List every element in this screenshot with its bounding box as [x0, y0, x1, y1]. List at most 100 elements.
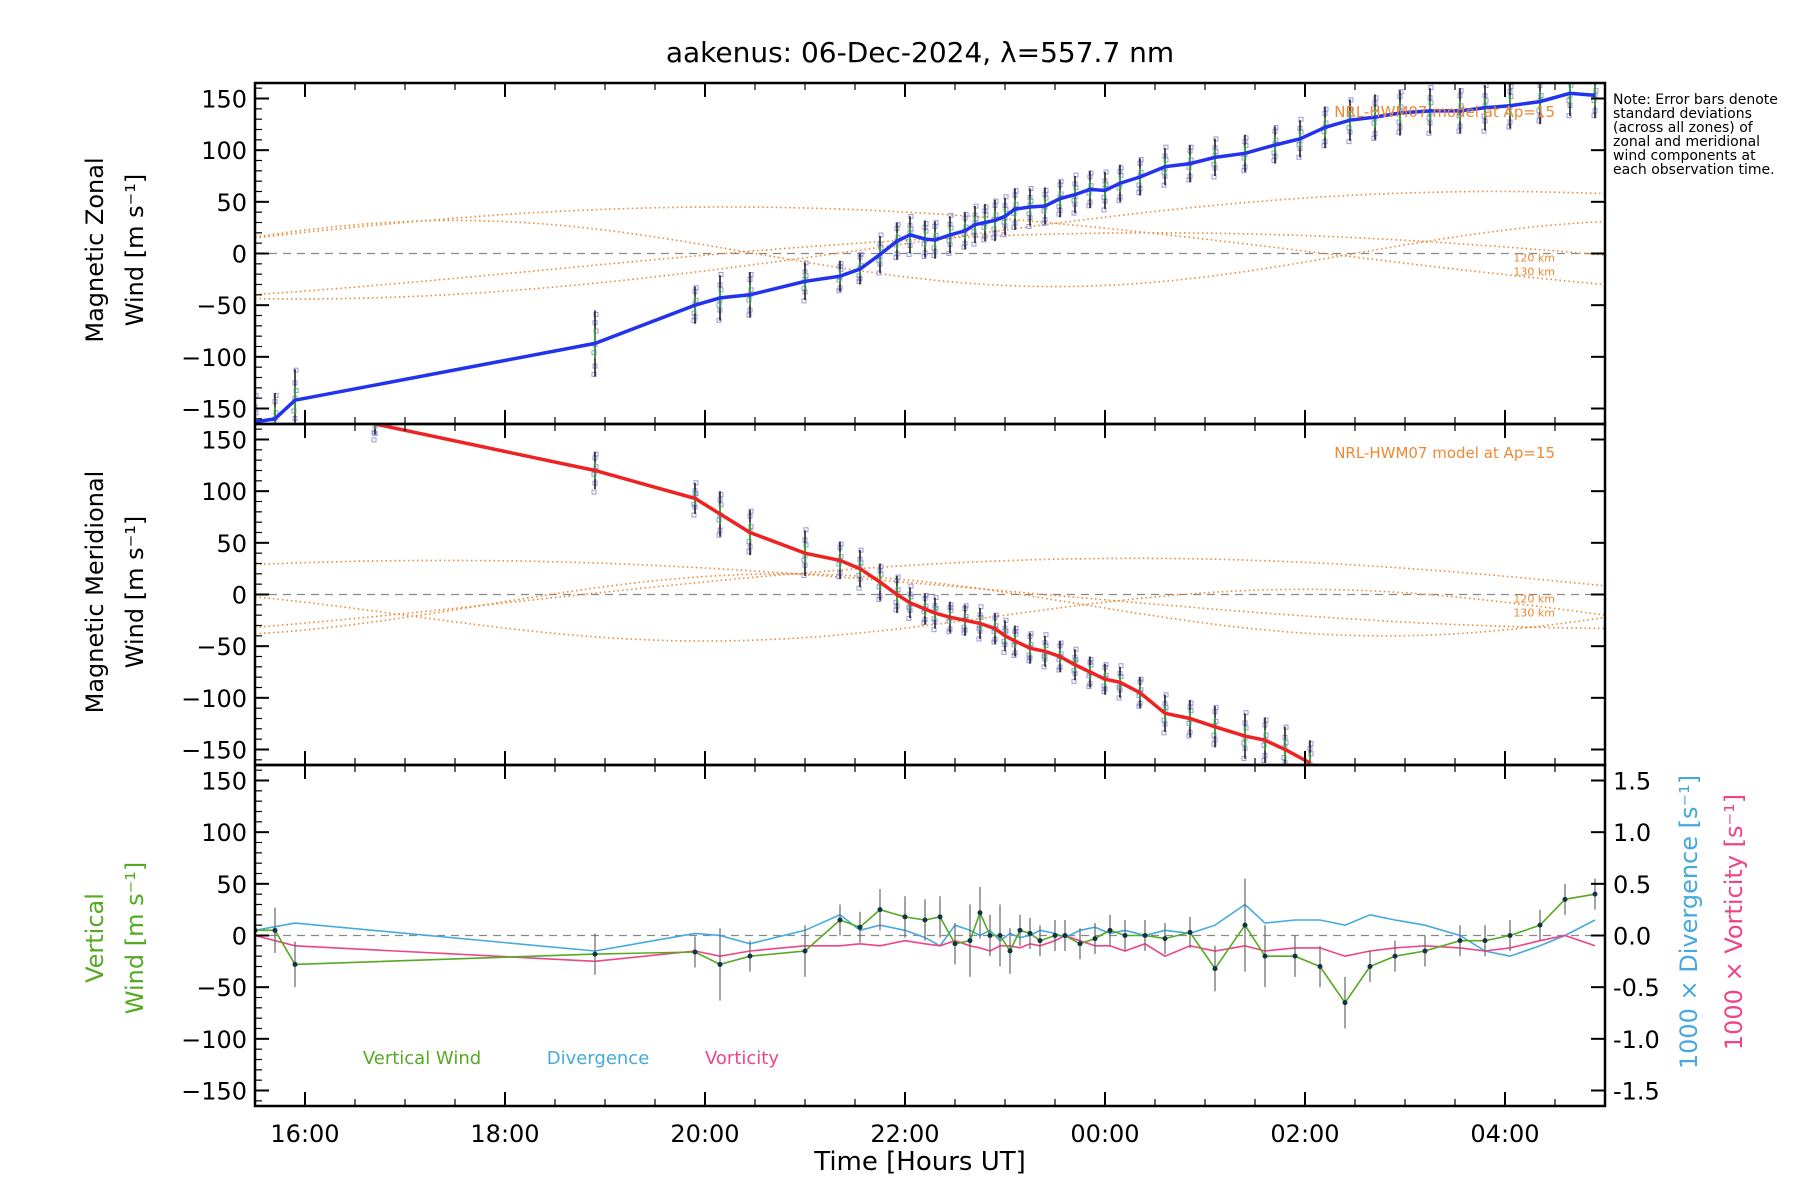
zonal-zone-point [1506, 109, 1512, 115]
meridional-zone-point [838, 541, 844, 547]
zonal-zone-point [931, 245, 937, 251]
meridional-zone-point [1213, 718, 1219, 724]
meridional-zone-point [1211, 732, 1217, 738]
y2-tick-label: 0.5 [1613, 871, 1651, 899]
meridional-model-curve [255, 557, 1605, 629]
zonal-zone-point [716, 317, 722, 323]
zonal-model-curve [255, 190, 1605, 300]
meridional-zone-point [691, 501, 697, 507]
vertical-wind-point [1292, 953, 1298, 959]
zonal-zone-point [1043, 188, 1049, 194]
meridional-zone-point [1281, 755, 1287, 761]
vertical-wind-point [1457, 938, 1463, 944]
vertical-wind-point [692, 949, 698, 955]
y2-tick-label: 0.0 [1613, 923, 1651, 951]
zonal-zone-point [1566, 97, 1572, 103]
meridional-zone-point [978, 615, 984, 621]
zonal-zone-point [1071, 210, 1077, 216]
vertical-ylabel: Vertical Wind [m s⁻¹] [81, 862, 149, 1014]
meridional-zone-point [1118, 673, 1124, 679]
zonal-zone-point [1323, 120, 1329, 126]
vorticity-line [255, 934, 1596, 963]
zonal-zone-point [908, 213, 914, 219]
zonal-ylabel: Magnetic Zonal Wind [m s⁻¹] [81, 157, 149, 342]
vertical-wind-point [902, 914, 908, 920]
zonal-zone-point [1058, 178, 1064, 184]
zonal-zone-point [1483, 98, 1489, 104]
legend-vorticity: Vorticity [705, 1048, 779, 1069]
meridional-zone-point [991, 639, 997, 645]
meridional-zone-point [1307, 767, 1311, 771]
zonal-zone-point [273, 393, 279, 399]
zonal-ytick-label: −150 [181, 396, 247, 424]
zonal-zone-point [1373, 95, 1379, 101]
zonal-wind-line [255, 91, 1596, 424]
zonal-zone-point [1346, 125, 1352, 131]
meridional-zone-point [931, 627, 937, 633]
zonal-zone-point [923, 221, 929, 227]
meridional-zone-point [923, 592, 929, 598]
zonal-zone-point [693, 297, 699, 303]
meridional-zone-point [1243, 710, 1249, 716]
meridional-zone-point [1307, 782, 1311, 786]
zonal-zone-point [1538, 93, 1544, 99]
zonal-zone-point [991, 226, 997, 232]
y2-tick-label: 1.5 [1613, 768, 1651, 796]
meridional-zone-point [1308, 741, 1314, 747]
zonal-zone-point [1458, 88, 1464, 94]
meridional-ytick-label: −50 [196, 633, 247, 661]
meridional-zone-point [906, 605, 912, 611]
meridional-zone-point [746, 549, 752, 555]
meridional-zone-point [803, 527, 809, 533]
vertical-wind-point [1317, 964, 1323, 969]
meridional-zone-point [931, 616, 937, 622]
xtick-label: 00:00 [1070, 1120, 1139, 1148]
meridional-zone-point [746, 539, 752, 545]
meridional-zone-point [963, 603, 969, 609]
meridional-zone-point [933, 605, 939, 611]
y2-tick-label: -0.5 [1613, 974, 1660, 1002]
zonal-zone-point [1594, 73, 1598, 77]
divergence-y2label: 1000 × Divergence [s⁻¹] [1675, 775, 1703, 1069]
zonal-zone-point [801, 285, 807, 291]
meridional-zone-point [374, 410, 378, 414]
zonal-zone-point [1346, 139, 1352, 145]
vertical-ytick-label: 0 [232, 923, 247, 951]
xtick-label: 22:00 [870, 1120, 939, 1148]
zonal-ylabel-line2: Wind [m s⁻¹] [121, 174, 149, 326]
zonal-model-curve [255, 206, 1605, 286]
zonal-zone-point [1506, 124, 1512, 130]
zonal-zone-point [1163, 144, 1169, 150]
vertical-wind-point [877, 907, 883, 913]
meridional-ytick-label: 0 [232, 582, 247, 610]
vertical-wind-point [1482, 938, 1488, 944]
zonal-zone-point [993, 212, 999, 218]
meridional-zone-point [748, 508, 754, 514]
zonal-zone-point [273, 410, 279, 416]
meridional-zone-point [1101, 689, 1107, 695]
meridional-zone-point [374, 418, 378, 422]
x-axis-title: Time [Hours UT] [813, 1147, 1026, 1177]
meridional-zone-point [993, 612, 999, 618]
zonal-zone-point [983, 204, 989, 210]
zonal-zone-point [293, 388, 299, 394]
zonal-zone-point [1428, 100, 1434, 106]
meridional-zone-point [371, 437, 377, 443]
meridional-ytick-label: 100 [201, 478, 247, 506]
vertical-wind-point [952, 941, 958, 947]
zonal-zone-point [1396, 119, 1402, 125]
meridional-zone-point [1116, 684, 1122, 690]
meridional-zone-point [895, 587, 901, 593]
xtick-label: 20:00 [670, 1120, 739, 1148]
meridional-zone-point [1011, 642, 1017, 648]
zonal-zone-point [291, 408, 297, 414]
zonal-zone-point [1026, 211, 1032, 217]
vertical-wind-point [1007, 948, 1013, 954]
zonal-zone-point [1373, 105, 1379, 111]
zonal-zone-point [591, 371, 597, 377]
zonal-zone-point [691, 310, 697, 316]
meridional-zone-point [1026, 652, 1032, 658]
zonal-zone-point [1136, 182, 1142, 188]
vertical-wind-point [1507, 933, 1513, 938]
zonal-zone-point [801, 298, 807, 304]
